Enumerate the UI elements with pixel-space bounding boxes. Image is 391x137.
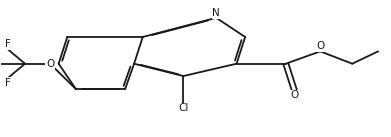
Text: N: N [212,8,220,18]
Text: Cl: Cl [178,103,188,113]
Text: O: O [316,41,325,51]
Text: O: O [290,90,299,100]
Text: O: O [46,59,54,69]
Text: F: F [5,78,11,88]
Text: F: F [5,39,11,49]
